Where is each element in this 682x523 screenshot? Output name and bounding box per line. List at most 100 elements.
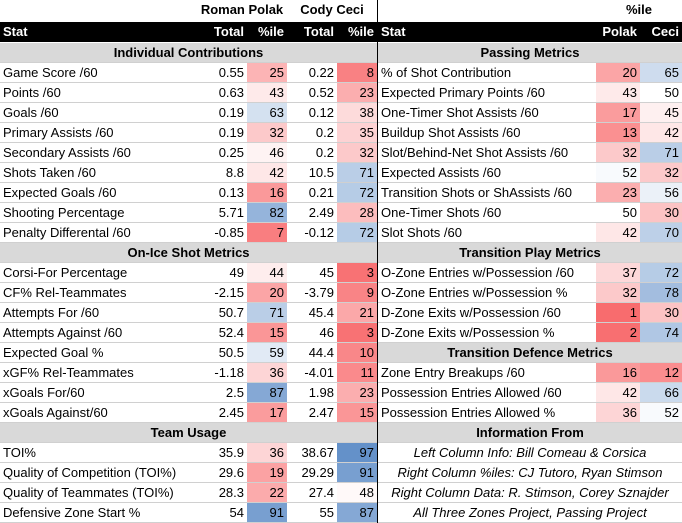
row-divider bbox=[0, 162, 377, 163]
polak-percentile: 52 bbox=[596, 163, 640, 183]
ceci-percentile: 72 bbox=[337, 223, 377, 243]
polak-percentile: 71 bbox=[247, 303, 287, 323]
ceci-col-header: Ceci bbox=[640, 22, 682, 42]
ceci-percentile: 70 bbox=[640, 223, 682, 243]
ceci-percentile: 23 bbox=[337, 83, 377, 103]
polak-percentile: 20 bbox=[596, 63, 640, 83]
polak-percentile: 46 bbox=[247, 143, 287, 163]
section-header: Passing Metrics bbox=[378, 43, 682, 63]
stat-label: Zone Entry Breakups /60 bbox=[381, 365, 525, 380]
ceci-percentile: 35 bbox=[337, 123, 377, 143]
ceci-percentile: 11 bbox=[337, 363, 377, 383]
ceci-percentile: 87 bbox=[337, 503, 377, 523]
stat-label: xGF% Rel-Teammates bbox=[3, 365, 134, 380]
stat-label: Attempts For /60 bbox=[3, 305, 100, 320]
polak-total: 2.5 bbox=[225, 385, 244, 400]
polak-total: 28.3 bbox=[218, 485, 244, 500]
polak-percentile: 37 bbox=[596, 263, 640, 283]
ceci-percentile: 74 bbox=[640, 323, 682, 343]
stat-label: O-Zone Entries w/Possession /60 bbox=[381, 265, 574, 280]
stat-label: Shots Taken /60 bbox=[3, 165, 96, 180]
stat-label: Corsi-For Percentage bbox=[3, 265, 128, 280]
stat-label: Expected Goals /60 bbox=[3, 185, 117, 200]
row-divider bbox=[0, 242, 377, 243]
row-divider bbox=[0, 262, 377, 263]
stat-label: Secondary Assists /60 bbox=[3, 145, 131, 160]
stat-label: D-Zone Exits w/Possession % bbox=[381, 325, 555, 340]
row-divider bbox=[0, 302, 377, 303]
ceci-percentile: 3 bbox=[337, 263, 377, 283]
section-header: On-Ice Shot Metrics bbox=[0, 243, 377, 263]
polak-total: -0.85 bbox=[214, 225, 244, 240]
polak-total: -1.18 bbox=[214, 365, 244, 380]
polak-percentile: 16 bbox=[596, 363, 640, 383]
ceci-percentile: 48 bbox=[337, 483, 377, 503]
stat-label: TOI% bbox=[3, 445, 36, 460]
polak-percentile: 32 bbox=[596, 283, 640, 303]
row-divider bbox=[378, 322, 682, 323]
stat-label: Possession Entries Allowed /60 bbox=[381, 385, 562, 400]
row-divider bbox=[0, 482, 377, 483]
row-divider bbox=[0, 282, 377, 283]
ceci-percentile: 38 bbox=[337, 103, 377, 123]
row-divider bbox=[378, 162, 682, 163]
section-header: Information From bbox=[378, 423, 682, 443]
ceci-total: 0.12 bbox=[308, 105, 334, 120]
ceci-percentile: 21 bbox=[337, 303, 377, 323]
row-divider bbox=[378, 202, 682, 203]
stat-label: Game Score /60 bbox=[3, 65, 98, 80]
stat-label: Penalty Differental /60 bbox=[3, 225, 131, 240]
row-divider bbox=[378, 102, 682, 103]
ceci-total: 0.22 bbox=[308, 65, 334, 80]
polak-percentile: 17 bbox=[247, 403, 287, 423]
row-divider bbox=[378, 222, 682, 223]
polak-total: 2.45 bbox=[218, 405, 244, 420]
stat-label: Transition Shots or ShAssists /60 bbox=[381, 185, 572, 200]
ceci-total: 0.2 bbox=[315, 145, 334, 160]
row-divider bbox=[0, 202, 377, 203]
polak-percentile: 43 bbox=[596, 83, 640, 103]
polak-total: 0.19 bbox=[218, 105, 244, 120]
row-divider bbox=[378, 82, 682, 83]
polak-percentile: 2 bbox=[596, 323, 640, 343]
stat-label: One-Timer Shot Assists /60 bbox=[381, 105, 539, 120]
pct2-col-header: %ile bbox=[337, 22, 377, 42]
row-divider bbox=[0, 122, 377, 123]
ceci-percentile: 66 bbox=[640, 383, 682, 403]
polak-percentile: 91 bbox=[247, 503, 287, 523]
ceci-percentile: 30 bbox=[640, 303, 682, 323]
row-divider bbox=[0, 382, 377, 383]
polak-total: 54 bbox=[229, 505, 244, 520]
polak-percentile: 42 bbox=[596, 223, 640, 243]
ceci-percentile: 78 bbox=[640, 283, 682, 303]
ceci-percentile: 56 bbox=[640, 183, 682, 203]
ceci-total: 55 bbox=[319, 505, 334, 520]
polak-percentile: 7 bbox=[247, 223, 287, 243]
polak-percentile: 36 bbox=[247, 363, 287, 383]
polak-total: 0.25 bbox=[218, 145, 244, 160]
polak-percentile: 23 bbox=[596, 183, 640, 203]
row-divider bbox=[0, 322, 377, 323]
row-divider bbox=[0, 442, 377, 443]
row-divider bbox=[378, 422, 682, 423]
ceci-percentile: 8 bbox=[337, 63, 377, 83]
section-header: Transition Defence Metrics bbox=[378, 343, 682, 363]
stat-label: Slot Shots /60 bbox=[381, 225, 462, 240]
row-divider bbox=[378, 482, 682, 483]
stat-label: Defensive Zone Start % bbox=[3, 505, 141, 520]
polak-percentile: 43 bbox=[247, 83, 287, 103]
polak-percentile: 32 bbox=[247, 123, 287, 143]
ceci-total: 44.4 bbox=[308, 345, 334, 360]
stat-label: Quality of Teammates (TOI%) bbox=[3, 485, 174, 500]
stat-label: Possession Entries Allowed % bbox=[381, 405, 556, 420]
stat-label: CF% Rel-Teammates bbox=[3, 285, 127, 300]
ceci-total: 46 bbox=[319, 325, 334, 340]
row-divider bbox=[0, 102, 377, 103]
polak-total: 29.6 bbox=[218, 465, 244, 480]
row-divider bbox=[378, 382, 682, 383]
section-header: Team Usage bbox=[0, 423, 377, 443]
polak-percentile: 15 bbox=[247, 323, 287, 343]
pct1-col-header: %ile bbox=[247, 22, 287, 42]
row-divider bbox=[378, 502, 682, 503]
